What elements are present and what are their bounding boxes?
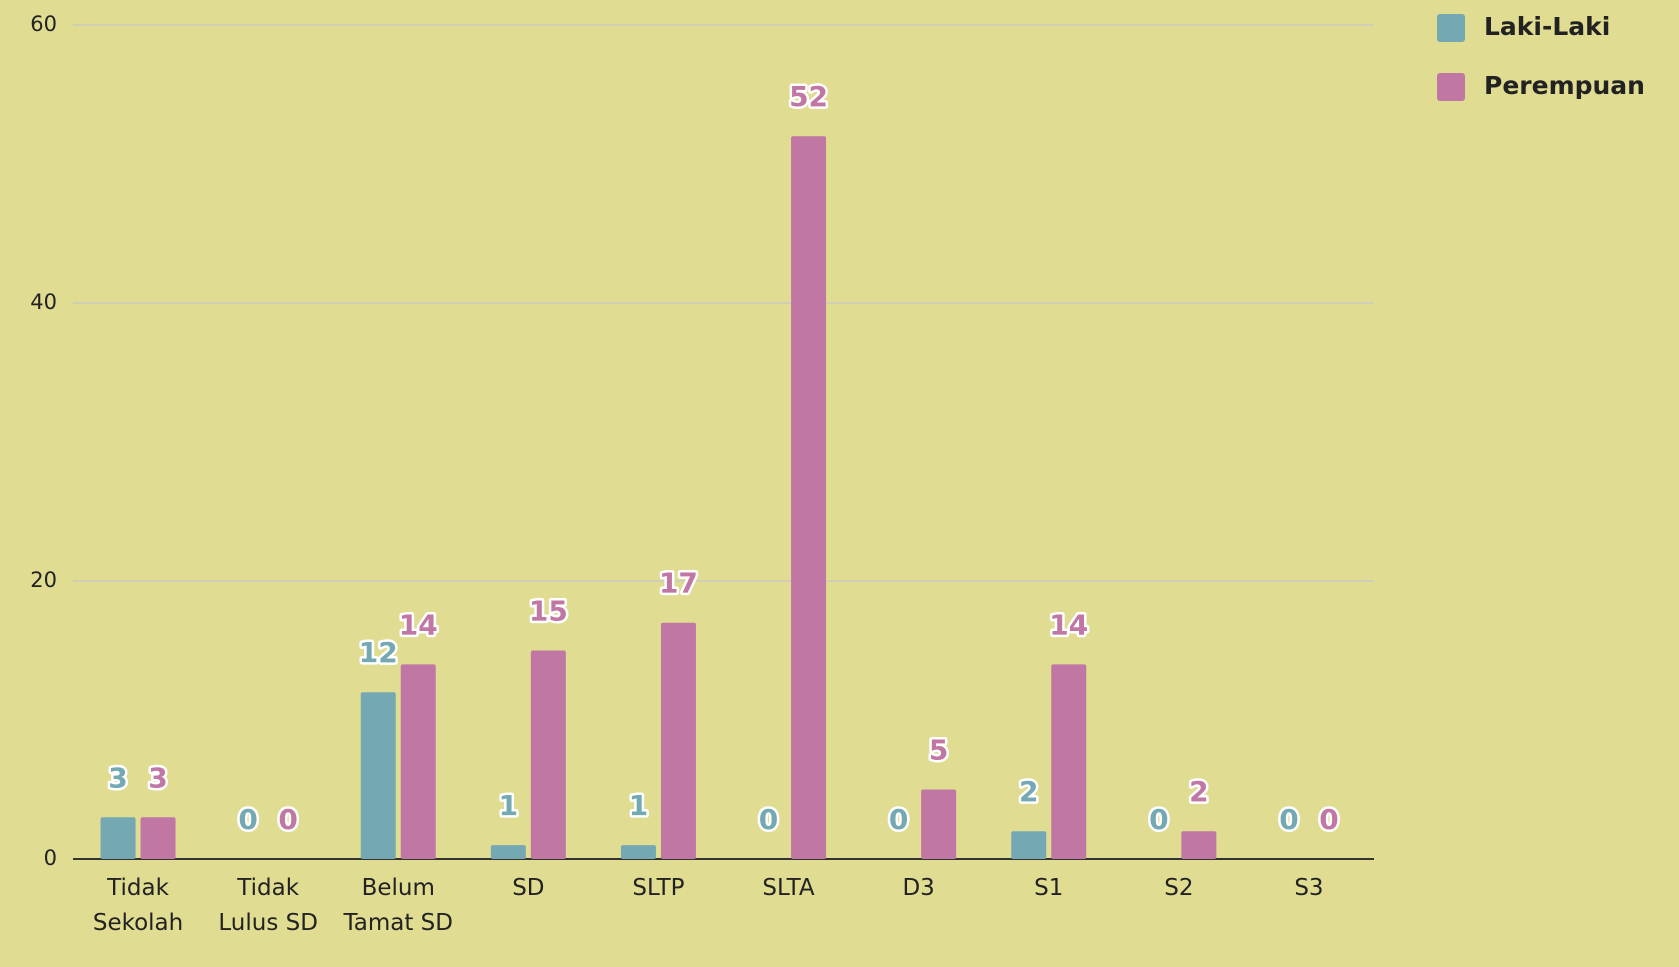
data-label: 1 <box>499 789 518 822</box>
data-label: 14 <box>1049 608 1088 641</box>
legend-swatch <box>1437 14 1465 42</box>
y-tick-label: 40 <box>30 290 57 314</box>
bar <box>360 692 396 859</box>
data-label: 0 <box>278 803 297 836</box>
data-label: 1 <box>629 789 648 822</box>
x-tick-label: Belum Tamat SD <box>343 875 453 936</box>
legend-swatch <box>1437 73 1465 101</box>
bar <box>100 817 136 859</box>
bar <box>791 136 827 859</box>
data-label: 2 <box>1189 775 1208 808</box>
bar <box>1181 831 1217 859</box>
x-tick-label: Tidak Sekolah <box>92 875 184 936</box>
x-tick-label: SD <box>512 875 545 901</box>
data-label: 52 <box>789 80 828 113</box>
x-tick-label: S3 <box>1294 875 1324 901</box>
data-label: 0 <box>759 803 778 836</box>
data-label: 14 <box>399 608 438 641</box>
bar <box>1051 664 1087 859</box>
bar <box>400 664 436 859</box>
data-label: 0 <box>1279 803 1298 836</box>
x-tick-label: D3 <box>902 875 935 901</box>
y-tick-label: 20 <box>30 568 57 592</box>
data-label: 15 <box>529 595 568 628</box>
x-tick-label: S1 <box>1034 875 1064 901</box>
x-tick-label: Tidak Lulus SD <box>218 875 318 936</box>
legend-label: Laki-Laki <box>1484 12 1610 41</box>
data-label: 0 <box>238 803 257 836</box>
data-label: 3 <box>148 761 167 794</box>
y-tick-label: 60 <box>30 12 57 36</box>
bar <box>921 789 957 859</box>
bar <box>140 817 176 859</box>
legend-label: Perempuan <box>1484 71 1645 100</box>
bar <box>1011 831 1047 859</box>
bar <box>490 845 526 859</box>
x-tick-label: SLTA <box>762 875 815 901</box>
data-label: 0 <box>1149 803 1168 836</box>
x-tick-label: SLTP <box>632 875 685 901</box>
x-tick-label: S2 <box>1164 875 1194 901</box>
data-label: 17 <box>659 567 698 600</box>
bar <box>660 622 696 859</box>
data-label: 0 <box>889 803 908 836</box>
bar <box>620 845 656 859</box>
bar <box>530 650 566 859</box>
data-label: 12 <box>359 636 398 669</box>
y-tick-label: 0 <box>44 846 57 870</box>
data-label: 5 <box>929 734 948 767</box>
data-label: 2 <box>1019 775 1038 808</box>
data-label: 3 <box>108 761 127 794</box>
data-label: 0 <box>1319 803 1338 836</box>
